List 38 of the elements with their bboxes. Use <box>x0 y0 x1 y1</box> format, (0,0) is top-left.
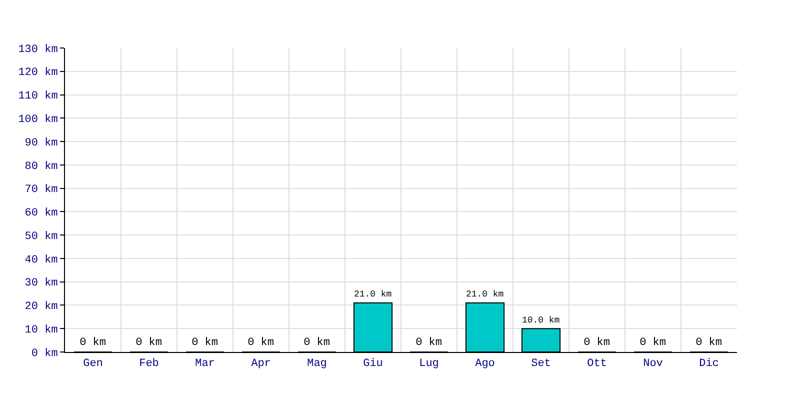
x-tick-label: Gen <box>83 358 103 370</box>
y-tick-label: 10 km <box>24 324 58 336</box>
data-label: 0 km <box>640 337 666 349</box>
y-tick-label: 40 km <box>24 254 58 266</box>
y-tick-label: 0 km <box>31 348 58 360</box>
y-tick-label: 30 km <box>24 278 58 290</box>
data-label: 10.0 km <box>522 315 560 326</box>
x-tick-label: Lug <box>419 358 439 370</box>
data-label: 0 km <box>584 337 610 349</box>
y-tick-label: 70 km <box>24 184 58 196</box>
data-label: 0 km <box>304 337 330 349</box>
y-tick-label: 90 km <box>24 137 58 150</box>
y-tick-label: 100 km <box>18 114 58 126</box>
x-tick-label: Set <box>531 358 551 370</box>
y-tick-label: 80 km <box>24 160 58 173</box>
data-label: 0 km <box>248 337 274 349</box>
x-tick-label: Dic <box>699 358 719 370</box>
y-tick-label: 110 km <box>18 90 58 103</box>
data-label: 0 km <box>696 337 722 349</box>
x-tick-label: Mag <box>307 358 327 370</box>
x-tick-label: Ago <box>475 358 495 370</box>
data-label: 0 km <box>192 337 218 349</box>
y-tick-label: 60 km <box>24 208 58 220</box>
data-label: 0 km <box>80 337 106 349</box>
x-tick-label: Ott <box>587 358 607 370</box>
y-tick-label: 130 km <box>18 44 58 56</box>
x-tick-label: Mar <box>195 358 215 370</box>
y-tick-label: 50 km <box>24 230 58 243</box>
data-label: 21.0 km <box>354 290 392 300</box>
y-tick-label: 120 km <box>18 67 58 80</box>
x-tick-label: Apr <box>251 358 271 370</box>
data-label: 0 km <box>416 337 442 349</box>
data-label: 21.0 km <box>466 290 504 300</box>
data-label: 0 km <box>136 337 162 349</box>
y-tick-label: 20 km <box>24 301 58 314</box>
x-tick-label: Feb <box>139 358 159 370</box>
x-tick-label: Nov <box>643 358 664 370</box>
x-tick-label: Giu <box>363 358 383 370</box>
